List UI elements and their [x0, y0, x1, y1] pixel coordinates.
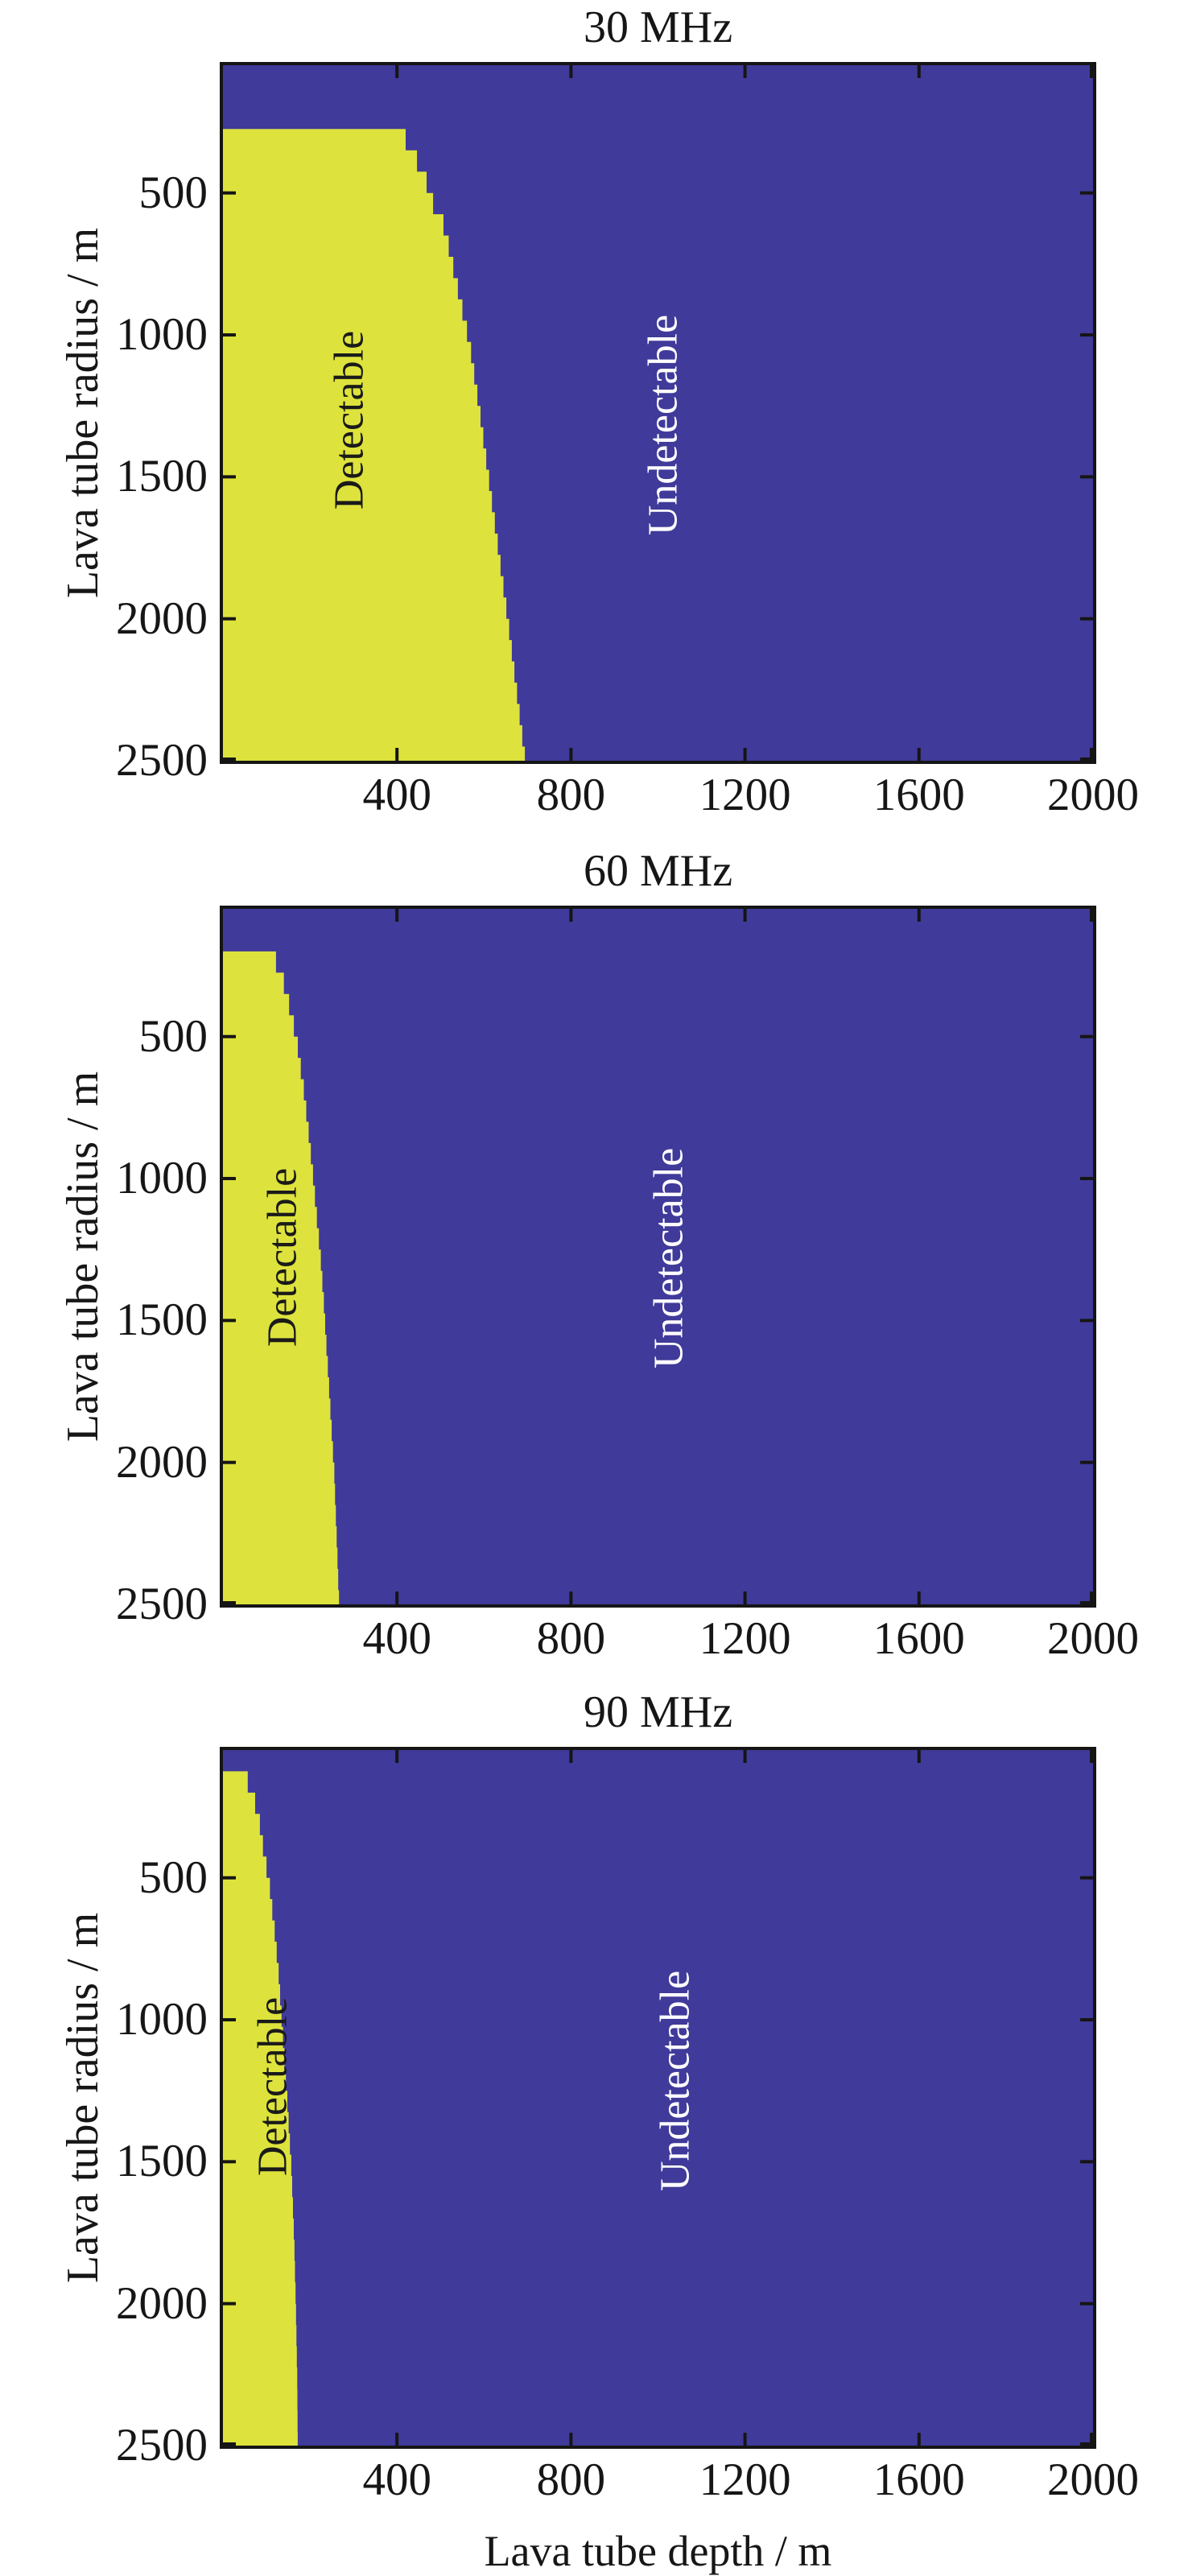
x-tick-label: 2000 [1047, 1613, 1139, 1664]
detectability-map-30mhz [223, 65, 1093, 761]
x-tick-label: 1200 [699, 1613, 791, 1664]
x-axis-label: Lava tube depth / m [484, 2527, 832, 2575]
plot-area-30mhz [220, 62, 1096, 764]
detectable-region-label: Detectable [259, 1167, 306, 1348]
panel-title-60mhz: 60 MHz [583, 846, 733, 896]
detectable-region-label: Detectable [326, 330, 373, 510]
y-tick-label: 1000 [116, 309, 208, 361]
y-tick-label: 1500 [116, 2136, 208, 2187]
y-tick-label: 2000 [116, 1436, 208, 1488]
x-tick-label: 800 [536, 770, 606, 820]
y-tick-label: 2500 [116, 1579, 208, 1629]
y-tick-label: 2500 [116, 735, 208, 786]
plot-area-60mhz [220, 906, 1096, 1608]
detectable-region [223, 129, 527, 761]
x-tick-label: 800 [536, 2454, 606, 2505]
x-tick-label: 400 [362, 770, 431, 820]
y-axis-label: Lava tube radius / m [58, 227, 108, 599]
detectable-region-label: Detectable [250, 1996, 296, 2177]
detectability-map-60mhz [223, 909, 1093, 1604]
y-tick-label: 2000 [116, 2277, 208, 2329]
x-tick-label: 400 [362, 2454, 431, 2505]
panel-title-30mhz: 30 MHz [583, 2, 733, 52]
x-tick-label: 2000 [1047, 770, 1139, 820]
y-axis-label: Lava tube radius / m [58, 1071, 108, 1443]
x-tick-label: 2000 [1047, 2454, 1139, 2505]
y-tick-label: 1500 [116, 1294, 208, 1346]
y-axis-label: Lava tube radius / m [58, 1912, 108, 2284]
y-tick-label: 1000 [116, 1994, 208, 2046]
x-tick-label: 400 [362, 1613, 431, 1664]
detectable-region [223, 1771, 298, 2446]
x-tick-label: 1600 [872, 1613, 965, 1664]
y-tick-label: 500 [138, 1852, 208, 1903]
undetectable-region [223, 909, 1093, 1604]
x-tick-label: 1600 [872, 2454, 965, 2505]
x-tick-label: 1600 [872, 770, 965, 820]
panel-title-90mhz: 90 MHz [583, 1687, 733, 1737]
undetectable-region-label: Undetectable [646, 1147, 692, 1369]
y-tick-label: 500 [138, 167, 208, 218]
y-tick-label: 2000 [116, 592, 208, 644]
y-tick-label: 2500 [116, 2420, 208, 2471]
x-tick-label: 800 [536, 1613, 606, 1664]
undetectable-region-label: Undetectable [652, 1970, 699, 2191]
detectable-region [223, 951, 340, 1604]
plot-area-90mhz [220, 1747, 1096, 2449]
y-tick-label: 1000 [116, 1153, 208, 1204]
x-tick-label: 1200 [699, 770, 791, 820]
y-tick-label: 1500 [116, 451, 208, 502]
undetectable-region [223, 1750, 1093, 2446]
x-tick-label: 1200 [699, 2454, 791, 2505]
undetectable-region-label: Undetectable [640, 314, 687, 535]
y-tick-label: 500 [138, 1010, 208, 1062]
detectability-map-90mhz [223, 1750, 1093, 2446]
